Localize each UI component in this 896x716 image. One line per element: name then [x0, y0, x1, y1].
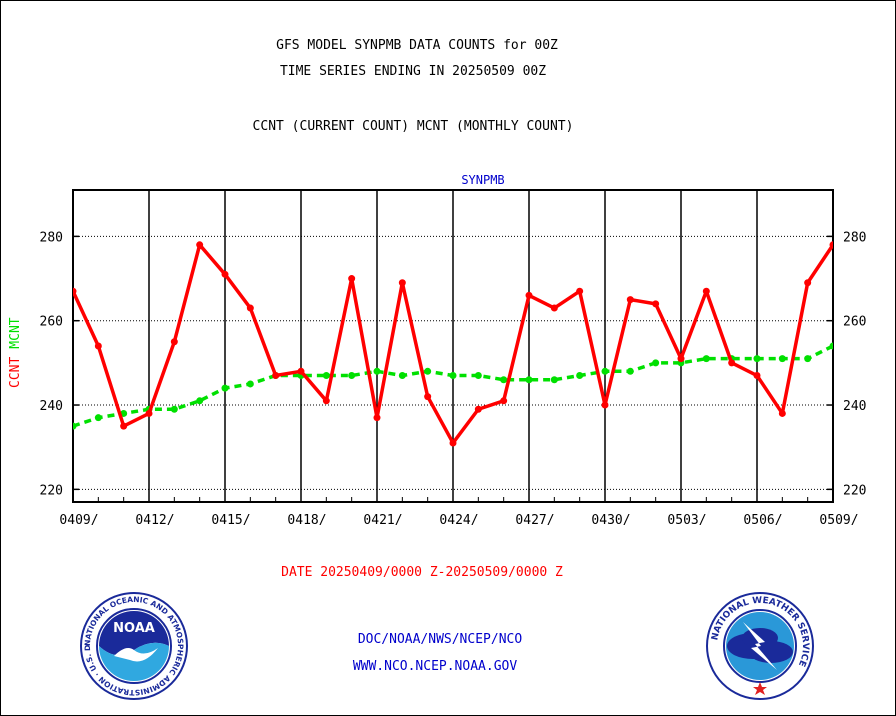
data-point-mcnt — [170, 405, 178, 413]
data-point-ccnt — [297, 367, 305, 375]
data-point-mcnt — [500, 376, 508, 384]
website-label: WWW.NCO.NCEP.NOAA.GOV — [352, 659, 518, 674]
data-point-ccnt — [449, 439, 457, 447]
data-point-mcnt — [348, 372, 356, 380]
data-point-mcnt — [702, 355, 710, 363]
data-point-ccnt — [373, 414, 381, 422]
data-point-mcnt — [322, 372, 330, 380]
y-tick-label-right: 220 — [843, 483, 866, 498]
data-point-ccnt — [474, 405, 482, 413]
chart-subtitle: CCNT (CURRENT COUNT) MCNT (MONTHLY COUNT… — [252, 119, 574, 134]
data-point-mcnt — [626, 367, 634, 375]
data-point-ccnt — [348, 275, 356, 283]
data-point-mcnt — [196, 397, 204, 405]
chart-title-line2: TIME SERIES ENDING IN 20250509 00Z — [279, 64, 547, 79]
y-tick-label-left: 220 — [40, 483, 63, 498]
data-point-ccnt — [525, 291, 533, 299]
data-point-ccnt — [550, 304, 558, 312]
data-point-mcnt — [373, 367, 381, 375]
data-point-mcnt — [424, 367, 432, 375]
data-point-ccnt — [246, 304, 254, 312]
data-point-ccnt — [652, 300, 660, 308]
x-tick-label: 0424/ — [439, 513, 478, 528]
data-point-mcnt — [804, 355, 812, 363]
data-point-mcnt — [221, 384, 229, 392]
data-point-mcnt — [525, 376, 533, 384]
data-point-mcnt — [73, 422, 77, 430]
data-point-ccnt — [728, 359, 736, 367]
panel-label: SYNPMB — [461, 173, 504, 187]
noaa-logo: NATIONAL OCEANIC AND ATMOSPHERIC ADMINIS… — [78, 592, 188, 700]
data-point-mcnt — [474, 372, 482, 380]
y-axis-label-mcnt: MCNT — [8, 317, 23, 348]
data-point-ccnt — [829, 241, 833, 249]
data-point-mcnt — [652, 359, 660, 367]
data-point-mcnt — [778, 355, 786, 363]
noaa-logo-text: NOAA — [113, 621, 155, 636]
data-point-ccnt — [145, 409, 153, 417]
data-point-ccnt — [272, 372, 280, 380]
y-tick-label-right: 240 — [843, 399, 866, 414]
data-point-ccnt — [398, 279, 406, 287]
y-axis-label: CCNT MCNT — [8, 317, 23, 388]
data-point-ccnt — [120, 422, 128, 430]
x-tick-label: 0427/ — [515, 513, 554, 528]
y-tick-label-left: 280 — [40, 230, 63, 245]
y-tick-label-left: 240 — [40, 399, 63, 414]
data-point-mcnt — [829, 342, 833, 350]
data-point-mcnt — [94, 414, 102, 422]
data-point-ccnt — [94, 342, 102, 350]
y-tick-label-right: 280 — [843, 230, 866, 245]
chart-title-line1: GFS MODEL SYNPMB DATA COUNTS for 00Z — [276, 38, 558, 53]
data-point-mcnt — [550, 376, 558, 384]
data-point-ccnt — [753, 372, 761, 380]
data-point-ccnt — [702, 287, 710, 295]
data-point-ccnt — [196, 241, 204, 249]
data-point-ccnt — [804, 279, 812, 287]
data-point-mcnt — [246, 380, 254, 388]
data-point-ccnt — [576, 287, 584, 295]
x-tick-label: 0503/ — [667, 513, 706, 528]
x-tick-label: 0412/ — [135, 513, 174, 528]
x-tick-label: 0415/ — [211, 513, 250, 528]
y-tick-label-left: 260 — [40, 315, 63, 330]
data-point-ccnt — [170, 338, 178, 346]
data-point-mcnt — [398, 372, 406, 380]
data-point-mcnt — [576, 372, 584, 380]
org-label: DOC/NOAA/NWS/NCEP/NCO — [357, 632, 523, 647]
nws-logo: NATIONAL WEATHER SERVICE — [706, 592, 814, 700]
x-tick-label: 0409/ — [59, 513, 98, 528]
data-point-ccnt — [601, 401, 609, 409]
data-point-mcnt — [753, 355, 761, 363]
data-point-ccnt — [73, 287, 77, 295]
data-point-ccnt — [221, 270, 229, 278]
data-point-ccnt — [322, 397, 330, 405]
data-point-ccnt — [778, 409, 786, 417]
x-tick-label: 0430/ — [591, 513, 630, 528]
data-point-ccnt — [677, 355, 685, 363]
data-point-mcnt — [449, 372, 457, 380]
x-tick-label: 0418/ — [287, 513, 326, 528]
y-tick-label-right: 260 — [843, 315, 866, 330]
data-point-mcnt — [601, 367, 609, 375]
x-tick-label: 0506/ — [743, 513, 782, 528]
data-point-ccnt — [500, 397, 508, 405]
data-point-ccnt — [626, 296, 634, 304]
date-range-label: DATE 20250409/0000 Z-20250509/0000 Z — [281, 565, 563, 580]
y-axis-label-ccnt: CCNT — [8, 357, 23, 388]
x-tick-label: 0421/ — [363, 513, 402, 528]
data-point-ccnt — [424, 393, 432, 401]
x-tick-label: 0509/ — [819, 513, 858, 528]
